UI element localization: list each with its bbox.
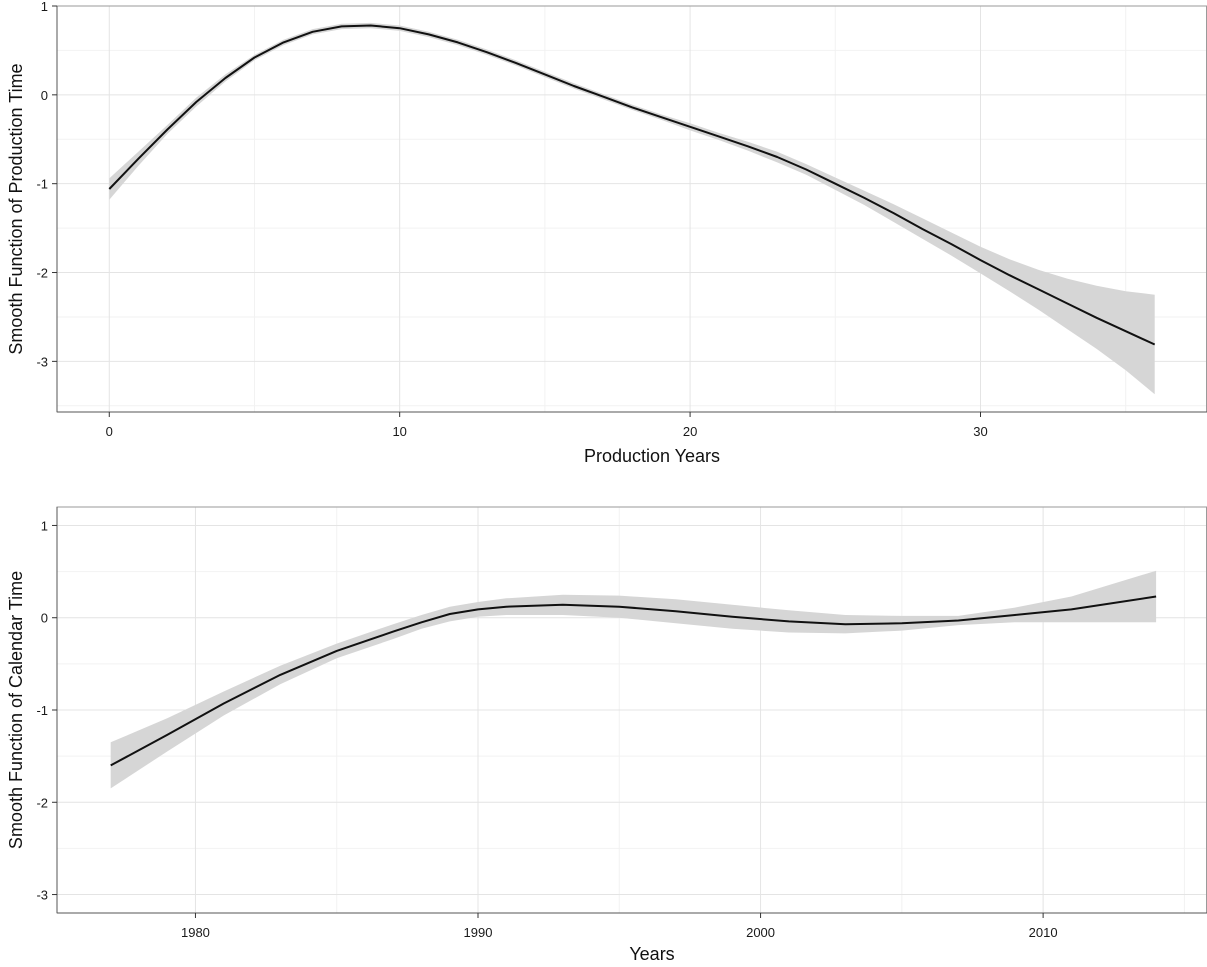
x-tick-label: 2010 xyxy=(1029,925,1058,940)
production-time-chart: 0 10 20 30 -3 -2 -1 0 1 Production Years Smooth Fu… xyxy=(6,0,1207,466)
smooth-line xyxy=(108,24,1156,346)
y-tick-label: -1 xyxy=(36,703,48,718)
y-axis-title: Smooth Function of Calendar Time xyxy=(6,571,26,849)
plot-background xyxy=(57,6,1207,412)
y-tick-label: 0 xyxy=(41,611,48,626)
y-tick-label: 1 xyxy=(41,518,48,533)
x-axis-title: Production Years xyxy=(584,446,720,466)
confidence-band xyxy=(110,570,1157,789)
smooth-line xyxy=(110,595,1157,767)
x-axis-title: Years xyxy=(629,944,674,964)
y-tick-label: -3 xyxy=(36,888,48,903)
y-tick-label: -2 xyxy=(36,266,48,281)
x-tick-label: 10 xyxy=(392,424,406,439)
x-tick-label: 20 xyxy=(683,424,697,439)
y-tick-label: -1 xyxy=(36,177,48,192)
x-tick-label: 1980 xyxy=(181,925,210,940)
x-tick-label: 0 xyxy=(106,424,113,439)
y-tick-label: -3 xyxy=(36,354,48,369)
y-tick-label: -2 xyxy=(36,795,48,810)
y-axis-title: Smooth Function of Production Time xyxy=(6,63,26,354)
calendar-time-chart: 1980 1990 2000 2010 -3 -2 -1 0 1 Years Smooth Func… xyxy=(6,506,1207,964)
x-tick-label: 2000 xyxy=(746,925,775,940)
x-tick-label: 30 xyxy=(973,424,987,439)
y-tick-label: 0 xyxy=(41,88,48,103)
y-tick-label: 1 xyxy=(41,0,48,14)
x-tick-label: 1990 xyxy=(464,925,493,940)
